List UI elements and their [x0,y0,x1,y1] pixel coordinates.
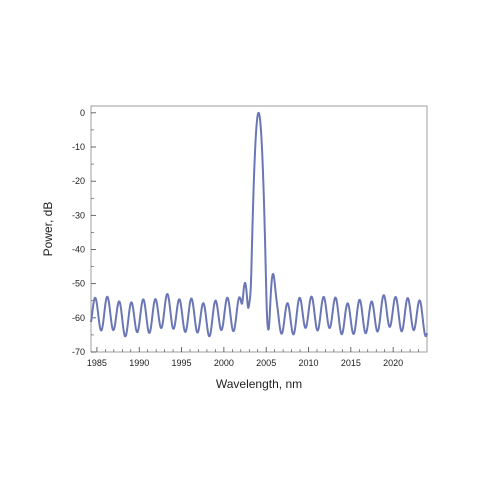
x-tick-label: 1985 [87,358,107,368]
y-tick-label: -30 [72,210,85,220]
y-axis-ticks: 0 -10 -20 -30 -40 -50 -60 -70 [72,108,96,357]
y-tick-label: -40 [72,245,85,255]
y-tick-label: -60 [72,313,85,323]
x-tick-label: 2000 [214,358,234,368]
y-axis-label: Power, dB [41,202,55,257]
x-tick-label: 2015 [341,358,361,368]
x-tick-label: 2010 [298,358,318,368]
x-tick-label: 2020 [383,358,403,368]
x-axis-ticks: 1985 1990 1995 2000 2005 2010 2015 2020 [87,347,419,368]
y-tick-label: -10 [72,142,85,152]
y-tick-label: 0 [80,108,85,118]
x-tick-label: 1990 [129,358,149,368]
spectrum-series-line [90,111,428,338]
y-tick-label: -50 [72,279,85,289]
x-axis-label: Wavelength, nm [216,377,302,391]
x-tick-label: 1995 [172,358,192,368]
y-tick-label: -70 [72,347,85,357]
x-tick-label: 2005 [256,358,276,368]
y-tick-label: -20 [72,176,85,186]
plot-frame [90,105,428,353]
